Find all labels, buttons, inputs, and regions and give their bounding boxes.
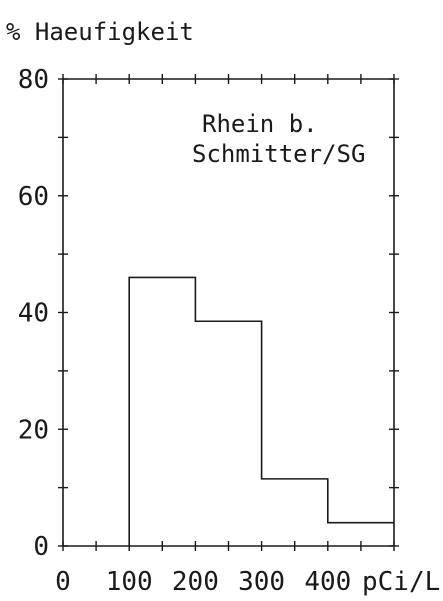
- y-tick-label: 20: [18, 415, 49, 445]
- ticks: [58, 74, 399, 551]
- histogram-bar: [195, 321, 261, 546]
- y-axis-label: % Haeufigkeit: [6, 18, 194, 46]
- x-axis-unit-label: pCi/L: [362, 567, 440, 597]
- x-tick-label: 100: [106, 567, 153, 597]
- bars: [128, 276, 394, 546]
- annotation-line-2: Schmitter/SG: [192, 140, 365, 168]
- annotation-line-1: Rhein b.: [202, 110, 318, 138]
- x-tick-label: 300: [238, 567, 285, 597]
- histogram-bar: [262, 479, 328, 546]
- histogram-outline: [128, 276, 394, 546]
- y-tick-label: 60: [18, 182, 49, 212]
- histogram-bar: [129, 277, 195, 546]
- y-tick-label: 80: [18, 65, 49, 95]
- x-tick-label: 400: [304, 567, 351, 597]
- y-tick-label: 40: [18, 299, 49, 329]
- histogram-bar: [328, 523, 394, 546]
- y-tick-label: 0: [33, 532, 49, 562]
- tick-labels: 0 20 40 60 80 0 100 200 300 400: [18, 65, 352, 597]
- x-tick-label: 0: [55, 567, 71, 597]
- x-tick-label: 200: [172, 567, 219, 597]
